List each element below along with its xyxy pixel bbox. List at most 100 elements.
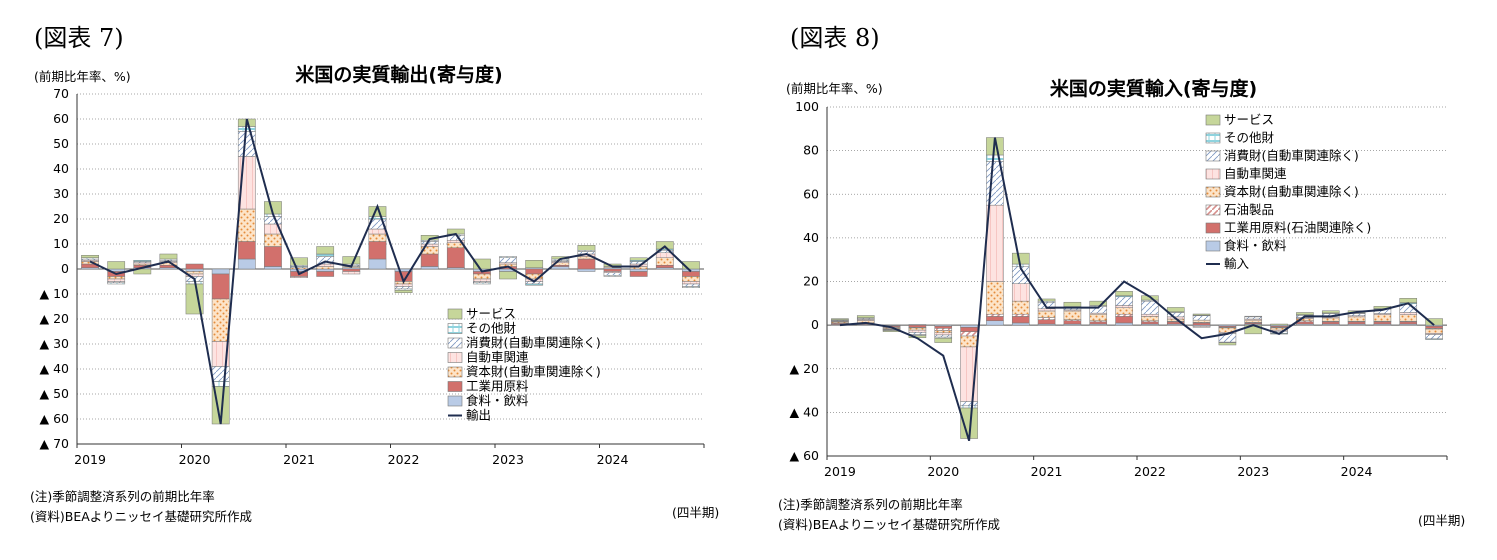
y-tick-label: 30 bbox=[53, 186, 69, 201]
bar-segment bbox=[1089, 313, 1108, 322]
legend-swatch bbox=[447, 366, 463, 378]
x-tick-label: 2022 bbox=[388, 452, 420, 467]
legend-label: 自動車関連 bbox=[466, 350, 529, 365]
note-text: (注)季節調整済系列の前期比年率 bbox=[778, 497, 963, 512]
x-tick-label: 2022 bbox=[1134, 464, 1166, 479]
bar-segment bbox=[603, 275, 622, 277]
bar-segment bbox=[629, 271, 648, 277]
bar-segment bbox=[1373, 314, 1392, 322]
bar-segment bbox=[934, 334, 953, 338]
bar-segment bbox=[1192, 313, 1211, 316]
bar-segment bbox=[368, 258, 387, 270]
legend-label: その他財 bbox=[1224, 130, 1275, 145]
bar-segment bbox=[1089, 321, 1108, 325]
figure-8-panel: (図表 8) 米国の実質輸入(寄与度) (前期比年率、%) 100 80 60 40 2… bbox=[750, 0, 1497, 560]
y-tick-label: 80 bbox=[803, 143, 819, 158]
bar-segment bbox=[1347, 321, 1366, 325]
legend-label: 食料・飲料 bbox=[1224, 238, 1287, 253]
bar-segment bbox=[1011, 322, 1030, 326]
bar-segment bbox=[159, 253, 178, 260]
bar-segment bbox=[1115, 291, 1133, 296]
export-chart: 70 60 50 40 30 20 10 0 ▲ 10 ▲ 20 ▲ 30 ▲ 40 ▲ 50 ▲ 60 ▲… bbox=[40, 86, 705, 467]
y-tick-label: 70 bbox=[53, 86, 69, 101]
bar-segment bbox=[290, 276, 308, 278]
bar-segment bbox=[525, 268, 544, 275]
legend-swatch bbox=[1205, 132, 1221, 144]
legend-label: 輸出 bbox=[466, 408, 491, 423]
y-tick-label: 50 bbox=[53, 136, 69, 151]
bar-segment bbox=[107, 278, 126, 282]
y-tick-label: ▲ 50 bbox=[40, 386, 70, 401]
bar-segment bbox=[1244, 315, 1263, 318]
bar-segment bbox=[1399, 314, 1418, 322]
bar-segment bbox=[368, 241, 387, 260]
legend-swatch bbox=[1205, 204, 1221, 216]
bar-segment bbox=[107, 276, 126, 280]
bar-segment bbox=[960, 401, 978, 407]
bar-segment bbox=[1141, 316, 1159, 322]
bar-segment bbox=[1063, 320, 1082, 325]
source-text: (資料)BEAよりニッセイ基礎研究所作成 bbox=[30, 509, 253, 524]
bar-segment bbox=[1296, 312, 1314, 315]
bar-segment bbox=[1244, 319, 1263, 323]
legend-label: 輸入 bbox=[1224, 256, 1250, 271]
note-text: (注)季節調整済系列の前期比年率 bbox=[30, 489, 215, 504]
legend-swatch bbox=[1205, 222, 1221, 234]
bar-segment bbox=[499, 271, 517, 280]
bar-segment bbox=[1425, 334, 1443, 340]
figure-label: (図表 7) bbox=[34, 24, 124, 52]
y-tick-label: ▲ 40 bbox=[790, 404, 820, 419]
y-tick-label: 0 bbox=[811, 317, 819, 332]
bar-segment bbox=[986, 281, 1004, 315]
legend-label: サービス bbox=[1224, 112, 1274, 127]
bar-segment bbox=[1141, 321, 1159, 325]
bar-segment bbox=[1011, 316, 1030, 324]
legend-label: その他財 bbox=[466, 321, 517, 336]
bar-segment bbox=[133, 268, 152, 275]
bar-segment bbox=[934, 330, 953, 334]
bar-segment bbox=[1011, 252, 1030, 265]
x-tick-label: 2024 bbox=[597, 452, 629, 467]
bar-segment bbox=[1347, 316, 1366, 322]
bar-segment bbox=[1425, 328, 1443, 334]
bar-segment bbox=[934, 328, 953, 331]
bar-segment bbox=[133, 260, 152, 262]
legend-swatch bbox=[1205, 240, 1221, 252]
legend-swatch bbox=[447, 323, 463, 334]
bar-segment bbox=[986, 320, 1004, 326]
bar-segment bbox=[237, 241, 256, 260]
bar-segment bbox=[499, 256, 517, 258]
bar-segment bbox=[960, 405, 978, 409]
bar-segment bbox=[1244, 316, 1263, 320]
y-tick-label: ▲ 60 bbox=[790, 448, 820, 463]
bar-segment bbox=[682, 261, 700, 270]
legend-label: 工業用原料(石油関連除く) bbox=[1224, 220, 1371, 235]
bar-segment bbox=[368, 233, 387, 242]
unit-label: (前期比年率、%) bbox=[34, 69, 131, 84]
bar-segment bbox=[394, 290, 413, 293]
bar-segment bbox=[934, 337, 953, 343]
bar-segment bbox=[934, 332, 953, 336]
bar-segment bbox=[908, 329, 927, 333]
legend-label: 消費財(自動車関連除く) bbox=[466, 335, 601, 350]
x-tick-label: 2020 bbox=[179, 452, 211, 467]
bar-segment bbox=[629, 257, 648, 261]
legend-label: 資本財(自動車関連除く) bbox=[466, 364, 601, 379]
bar-segment bbox=[342, 268, 361, 272]
bar-segment bbox=[960, 324, 978, 328]
bar-segment bbox=[960, 331, 978, 337]
bar-segment bbox=[473, 282, 491, 285]
bar-segment bbox=[682, 271, 700, 277]
bar-segment bbox=[1425, 338, 1443, 340]
bar-segment bbox=[1037, 308, 1056, 312]
bar-segment bbox=[264, 216, 282, 225]
bar-segment bbox=[1011, 313, 1030, 317]
bar-segment bbox=[264, 266, 282, 270]
legend-label: サービス bbox=[466, 306, 516, 321]
bar-segment bbox=[446, 247, 465, 268]
bar-segment bbox=[908, 324, 927, 328]
y-tick-label: ▲ 30 bbox=[40, 336, 70, 351]
x-tick-label: 2024 bbox=[1341, 464, 1373, 479]
bar-segment bbox=[1425, 318, 1443, 326]
figure-label: (図表 8) bbox=[790, 24, 880, 52]
